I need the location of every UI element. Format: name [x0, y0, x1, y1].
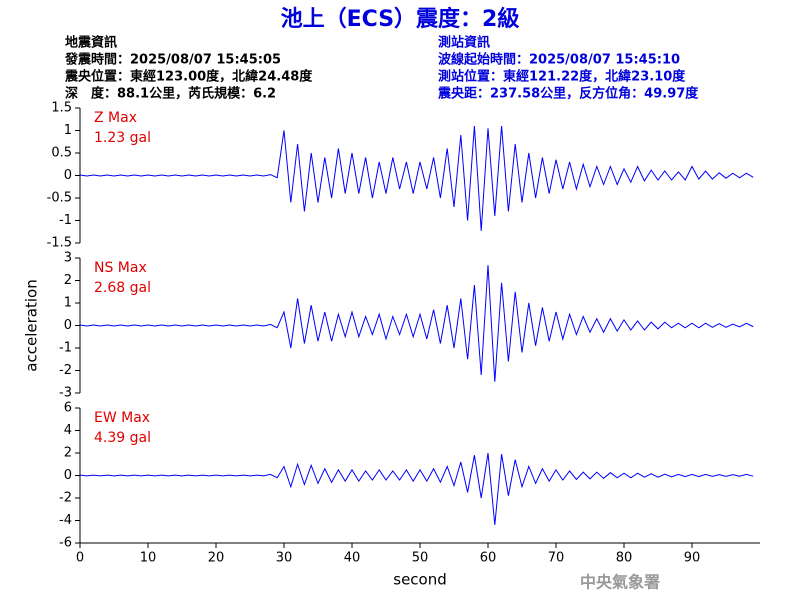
y-tick-label: 3: [64, 251, 72, 266]
y-tick-label: 6: [64, 401, 72, 416]
y-tick-label: -6: [59, 536, 72, 551]
x-tick-label: 80: [616, 551, 633, 566]
waveform: [79, 265, 754, 382]
info-left: 地震資訊: [65, 35, 117, 51]
trace-name: NS Max: [94, 260, 147, 276]
max-label: 4.39 gal: [94, 430, 151, 446]
x-tick-label: 50: [412, 551, 429, 566]
x-tick-label: 70: [548, 551, 565, 566]
x-tick-label: 20: [208, 551, 225, 566]
max-label: 1.23 gal: [94, 130, 151, 146]
y-tick-label: 0: [64, 168, 72, 183]
info-left: 震央位置：東經123.00度，北緯24.48度: [64, 69, 313, 85]
info-left: 發震時間：2025/08/07 15:45:05: [64, 52, 281, 68]
x-tick-label: 0: [76, 551, 84, 566]
y-tick-label: 0: [64, 318, 72, 333]
footer: 中央氣象署: [580, 573, 660, 592]
y-tick-label: 4: [64, 423, 72, 438]
x-tick-label: 40: [344, 551, 361, 566]
info-left: 深 度：88.1公里，芮氏規模：6.2: [65, 86, 276, 102]
y-tick-label: -0.5: [47, 191, 72, 206]
y-axis-label: acceleration: [23, 279, 41, 371]
trace-name: Z Max: [94, 110, 137, 126]
y-tick-label: 2: [64, 446, 72, 461]
y-tick-label: -2: [59, 491, 72, 506]
y-tick-label: 2: [64, 273, 72, 288]
y-tick-label: -1: [59, 341, 72, 356]
y-tick-label: 1: [64, 123, 72, 138]
y-tick-label: -2: [59, 363, 72, 378]
y-tick-label: 1.5: [51, 101, 72, 116]
x-tick-label: 60: [480, 551, 497, 566]
y-tick-label: 0.5: [51, 146, 72, 161]
y-tick-label: -1: [59, 213, 72, 228]
y-tick-label: -3: [59, 386, 72, 401]
info-right: 測站位置：東經121.22度，北緯23.10度: [438, 69, 686, 85]
info-right: 震央距：237.58公里，反方位角：49.97度: [437, 86, 699, 102]
y-tick-label: 1: [64, 296, 72, 311]
x-tick-label: 10: [140, 551, 157, 566]
y-tick-label: 0: [64, 468, 72, 483]
info-right: 波線起始時間：2025/08/07 15:45:10: [438, 52, 680, 68]
chart-title: 池上（ECS）震度：2級: [281, 6, 520, 32]
y-tick-label: -1.5: [47, 236, 72, 251]
x-tick-label: 30: [276, 551, 293, 566]
y-tick-label: -4: [59, 513, 72, 528]
max-label: 2.68 gal: [94, 280, 151, 296]
waveform: [79, 125, 754, 231]
waveform: [79, 452, 754, 525]
x-tick-label: 90: [684, 551, 701, 566]
trace-name: EW Max: [94, 410, 150, 426]
x-axis-label: second: [393, 571, 447, 589]
info-right: 測站資訊: [438, 35, 490, 51]
